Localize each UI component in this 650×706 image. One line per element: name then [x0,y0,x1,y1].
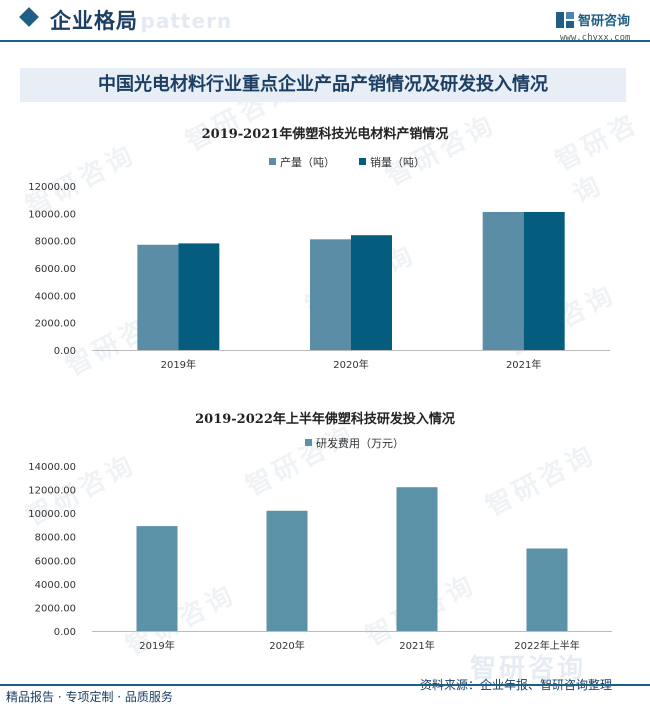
category-label: 2019年 [161,358,196,371]
bar [137,244,179,350]
category-label: 2019年 [139,639,174,652]
footer-watermark-logo: 智研咨询 [470,654,587,684]
y-tick-label: 0.00 [54,346,76,357]
bar [266,510,308,631]
category-label: 2020年 [333,358,368,371]
y-tick-label: 8000.00 [35,533,76,544]
y-tick-label: 6000.00 [35,556,76,567]
y-tick-label: 12000.00 [28,486,76,497]
logo-url: www.chyxx.com [560,33,631,43]
bar [351,235,392,350]
diamond-icon [19,7,39,27]
y-tick-label: 14000.00 [28,462,76,473]
chart2-title: 2019-2022年上半年佛塑科技研发投入情况 [195,412,455,427]
bar [396,487,438,631]
y-tick-label: 2000.00 [35,603,76,614]
legend-swatch [359,158,366,165]
y-tick-label: 10000.00 [28,509,76,520]
category-label: 2022年上半年 [514,639,579,652]
y-tick-label: 0.00 [54,627,76,638]
bar [136,526,178,631]
bar [526,548,568,631]
category-label: 2021年 [506,358,541,371]
bar [178,243,220,350]
footer-divider [0,684,650,686]
logo-text: 智研咨询 [578,14,631,29]
legend-swatch [305,439,312,446]
legend-label: 产量（吨） [280,155,335,169]
section-title: 企业格局 [50,9,138,33]
y-tick-label: 4000.00 [35,291,76,302]
legend-label: 研发费用（万元） [316,436,404,450]
y-tick-label: 6000.00 [35,264,76,275]
footer-slogan: 精品报告 · 专项定制 · 品质服务 [6,690,173,704]
report-banner: 中国光电材料行业重点企业产品产销情况及研发投入情况 [20,68,626,102]
rd-expense-chart: 0.00 2000.00 4000.00 6000.00 8000.00 10000.00… [28,436,612,652]
bar [310,239,351,350]
page-header: e pattern 企业格局 智研咨询 www.chyxx.com [0,0,650,44]
legend-label: 销量（吨） [370,155,425,169]
bar [482,211,524,350]
chart1-title: 2019-2021年佛塑科技光电材料产销情况 [201,127,449,142]
production-sales-chart: 0.00 2000.00 4000.00 6000.00 8000.00 10000.00… [28,155,610,371]
bar [523,211,565,350]
y-tick-label: 12000.00 [28,182,76,193]
header-ghost-text: e pattern [118,9,233,33]
category-label: 2021年 [399,639,434,652]
header-divider [0,40,650,42]
y-tick-label: 8000.00 [35,237,76,248]
legend-swatch [269,158,276,165]
logo-icon [556,12,574,28]
category-label: 2020年 [269,639,304,652]
y-tick-label: 10000.00 [28,209,76,220]
y-tick-label: 2000.00 [35,319,76,330]
banner-title: 中国光电材料行业重点企业产品产销情况及研发投入情况 [98,74,548,95]
y-tick-label: 4000.00 [35,580,76,591]
